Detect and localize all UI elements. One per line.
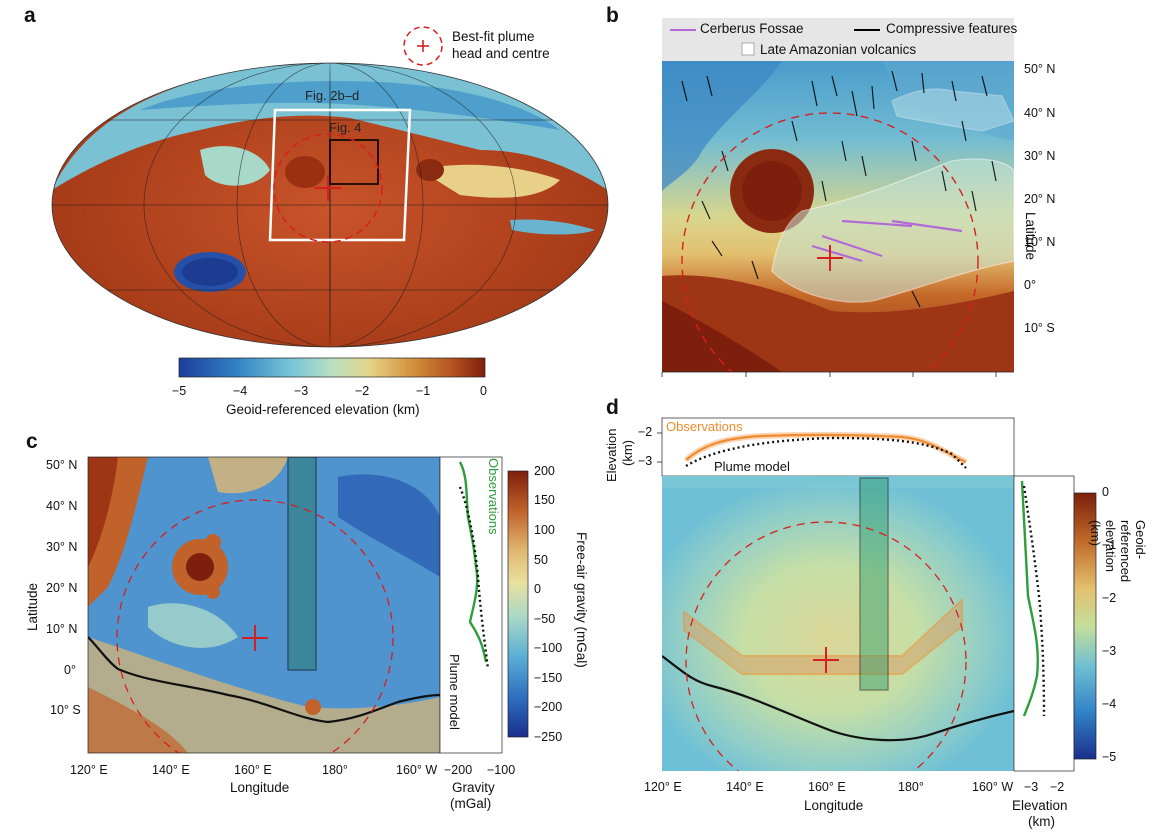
plume-legend-line2: head and centre bbox=[452, 46, 550, 61]
colorbar-a-tick: −4 bbox=[233, 384, 248, 398]
c-lat-tick: 10° S bbox=[50, 703, 81, 717]
panel-b-label: b bbox=[606, 4, 619, 27]
d-lon-tick: 120° E bbox=[644, 780, 682, 794]
c-xlabel: Longitude bbox=[230, 780, 290, 795]
plume-legend-line1: Best-fit plume bbox=[452, 29, 535, 44]
b-lat-tick: 50° N bbox=[1024, 62, 1056, 76]
c-cb-tick: 200 bbox=[534, 464, 555, 478]
panel-d-label: d bbox=[606, 396, 619, 419]
c-cb-tick: 0 bbox=[534, 582, 541, 596]
c-observations-label: Observations bbox=[486, 458, 501, 535]
c-cb-tick: −150 bbox=[534, 671, 563, 685]
c-cb-tick: 50 bbox=[534, 553, 548, 567]
d-observations-label: Observations bbox=[666, 419, 743, 434]
panel-a-map bbox=[51, 26, 609, 378]
c-cb-tick: −50 bbox=[534, 612, 556, 626]
c-cb-tick: −250 bbox=[534, 730, 563, 744]
c-lon-tick: 120° E bbox=[70, 763, 108, 777]
c-plume-model-label: Plume model bbox=[447, 654, 462, 730]
d-side-xlabel1: Elevation bbox=[1012, 798, 1068, 813]
c-side-tick: −100 bbox=[487, 763, 516, 777]
d-lon-tick: 180° bbox=[898, 780, 924, 794]
d-side-tick: −3 bbox=[1024, 780, 1039, 794]
d-colorbar-title: Geoid-referenced elevation (km) bbox=[1088, 520, 1148, 583]
colorbar-a-tick: −1 bbox=[416, 384, 431, 398]
c-lat-tick: 20° N bbox=[46, 581, 78, 595]
panel-c-label: c bbox=[26, 430, 38, 453]
c-lon-tick: 180° bbox=[322, 763, 348, 777]
d-side-xlabel2: (km) bbox=[1028, 814, 1055, 829]
d-cb-tick: −5 bbox=[1102, 750, 1117, 764]
fig4-box-label: Fig. 4 bbox=[329, 120, 362, 135]
d-cb-tick: −4 bbox=[1102, 697, 1117, 711]
fig2-box-label: Fig. 2b–d bbox=[305, 88, 360, 103]
c-side-xlabel1: Gravity bbox=[452, 780, 495, 795]
panel-b-legend bbox=[662, 18, 1014, 61]
colorbar-a-title: Geoid-referenced elevation (km) bbox=[226, 402, 420, 417]
d-lon-tick: 140° E bbox=[726, 780, 764, 794]
d-cb-tick: −3 bbox=[1102, 644, 1117, 658]
b-lat-tick: 30° N bbox=[1024, 149, 1056, 163]
c-cb-tick: −200 bbox=[534, 700, 563, 714]
colorbar-a-tick: −5 bbox=[172, 384, 187, 398]
panel-c-map bbox=[87, 456, 529, 754]
d-top-tick: −2 bbox=[638, 425, 653, 439]
c-lat-tick: 10° N bbox=[46, 622, 78, 636]
c-ylabel: Latitude bbox=[25, 582, 40, 631]
legend-compressive: Compressive features bbox=[886, 21, 1018, 36]
d-lon-tick: 160° E bbox=[808, 780, 846, 794]
d-top-ylabel1: Elevation bbox=[604, 428, 619, 482]
panel-b-map bbox=[661, 61, 1014, 377]
panel-d-map bbox=[662, 475, 1097, 772]
c-lat-tick: 50° N bbox=[46, 458, 78, 472]
b-lat-tick: 20° N bbox=[1024, 192, 1056, 206]
panel-b-legend-symbols bbox=[670, 29, 880, 56]
d-cb-tick: 0 bbox=[1102, 485, 1109, 499]
b-axis-title: Latitude bbox=[1023, 212, 1038, 261]
c-lon-tick: 140° E bbox=[152, 763, 190, 777]
b-lat-tick: 0° bbox=[1024, 278, 1036, 292]
c-side-xlabel2: (mGal) bbox=[450, 796, 492, 811]
b-lat-tick: 10° N bbox=[1024, 235, 1056, 249]
d-cb-tick: −2 bbox=[1102, 591, 1117, 605]
d-top-tick: −3 bbox=[638, 454, 653, 468]
d-cb-tick: −1 bbox=[1102, 538, 1117, 552]
b-lat-tick: 10° S bbox=[1024, 321, 1055, 335]
c-side-tick: −200 bbox=[444, 763, 473, 777]
b-lat-tick: 40° N bbox=[1024, 106, 1056, 120]
colorbar-a-tick: −3 bbox=[294, 384, 309, 398]
d-plume-model-label: Plume model bbox=[714, 459, 790, 474]
legend-volcanics: Late Amazonian volcanics bbox=[760, 42, 917, 57]
c-cb-tick: −100 bbox=[534, 641, 563, 655]
colorbar-a-tick: −2 bbox=[355, 384, 370, 398]
panel-d-top-profile bbox=[657, 417, 1015, 477]
d-lon-tick: 160° W bbox=[972, 780, 1014, 794]
d-side-tick: −2 bbox=[1050, 780, 1065, 794]
c-lat-tick: 40° N bbox=[46, 499, 78, 513]
c-lat-tick: 30° N bbox=[46, 540, 78, 554]
d-top-ylabel2: (km) bbox=[620, 440, 635, 466]
c-lon-tick: 160° W bbox=[396, 763, 438, 777]
c-cb-tick: 100 bbox=[534, 523, 555, 537]
c-colorbar-title: Free-air gravity (mGal) bbox=[574, 532, 589, 668]
panel-a-label: a bbox=[24, 4, 36, 27]
c-cb-tick: 150 bbox=[534, 493, 555, 507]
c-lon-tick: 160° E bbox=[234, 763, 272, 777]
legend-cerberus: Cerberus Fossae bbox=[700, 21, 804, 36]
colorbar-a-tick: 0 bbox=[480, 384, 487, 398]
d-xlabel: Longitude bbox=[804, 798, 864, 813]
c-lat-tick: 0° bbox=[64, 663, 76, 677]
